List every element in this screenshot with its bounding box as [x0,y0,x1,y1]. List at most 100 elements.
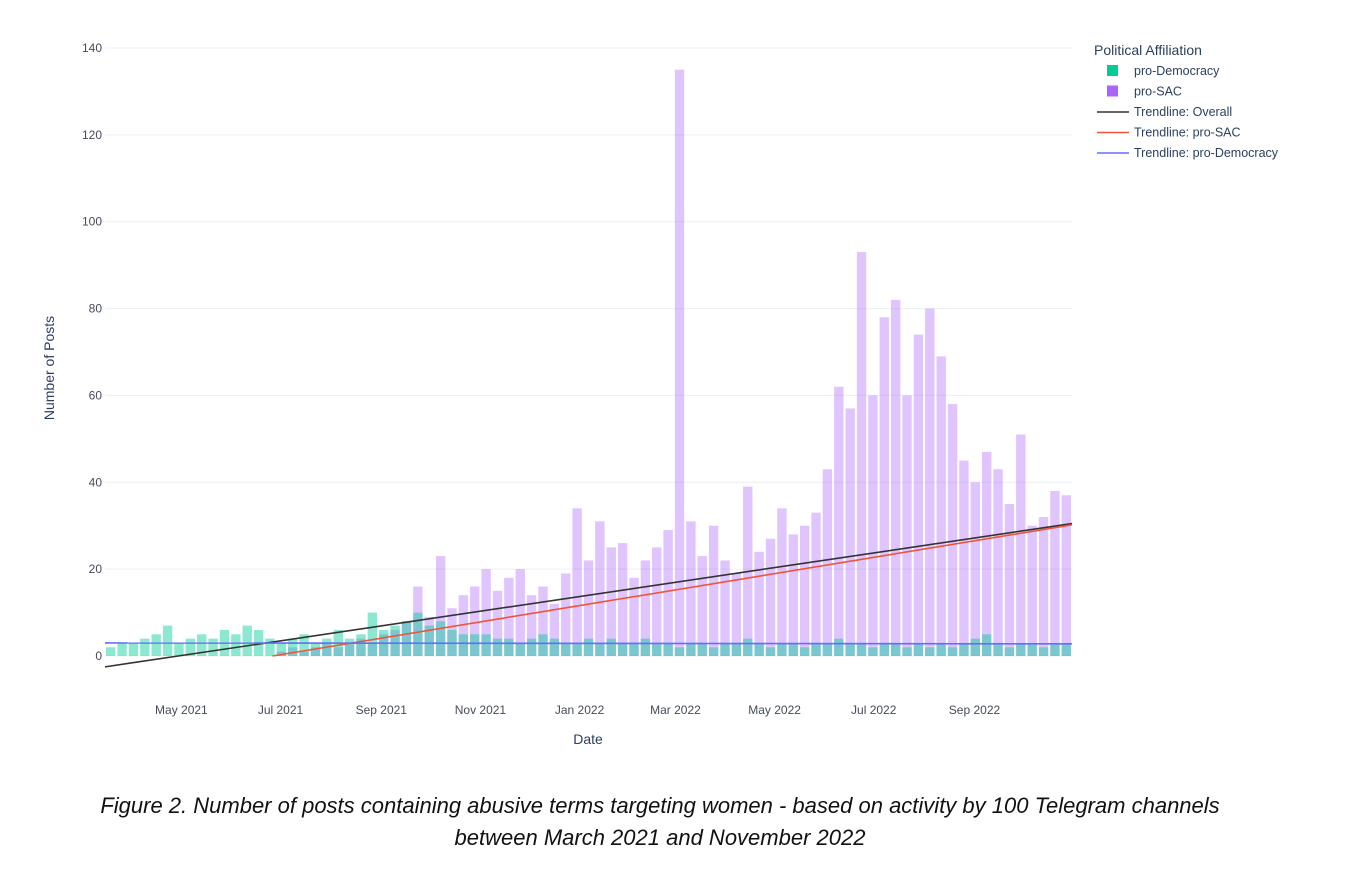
x-tick-label: Sep 2021 [356,703,408,717]
bar-pro-democracy [811,642,821,656]
bar-pro-democracy [1050,642,1060,656]
bar-pro-democracy [106,647,116,656]
bar-pro-sac [572,508,582,656]
bar-pro-sac [481,569,491,656]
y-tick-label: 0 [95,649,102,663]
bar-pro-democracy [344,638,355,656]
bar-pro-democracy [834,638,844,656]
bar-pro-democracy [231,634,241,656]
bar-pro-democracy [697,642,707,656]
bar-pro-sac [515,569,525,656]
legend-entry: Trendline: pro-Democracy [1134,146,1279,160]
bar-pro-sac [561,573,571,656]
y-tick-label: 20 [89,562,103,576]
bar-pro-sac [936,356,946,656]
legend-title: Political Affiliation [1094,42,1202,58]
bar-pro-democracy [390,625,400,656]
bar-pro-sac [890,299,901,656]
trendline-pro-democracy [104,642,1073,645]
bar-pro-democracy [401,621,412,656]
bar-pro-democracy [868,647,878,656]
bar-pro-sac [1038,517,1049,656]
bar-pro-sac [492,590,503,656]
bar-pro-sac [981,451,992,656]
bar-pro-sac [799,525,810,656]
legend-entry: pro-SAC [1134,85,1182,99]
legend-entry: Trendline: Overall [1134,105,1232,119]
bar-pro-democracy [470,634,480,656]
bar-pro-democracy [617,642,628,656]
bar-pro-sac [310,647,321,656]
bar-pro-sac [458,595,469,656]
bar-pro-democracy [140,638,150,656]
x-tick-label: Nov 2021 [455,703,507,717]
bar-pro-democracy [731,642,742,656]
bar-pro-democracy [242,625,252,656]
y-tick-label: 80 [89,302,103,316]
legend: Political Affiliation pro-Democracy pro-S… [1094,42,1279,160]
y-axis-ticks: 0 20 40 60 80 100 120 140 [82,41,102,663]
bar-pro-sac [708,525,719,656]
bar-pro-democracy [799,647,810,656]
bar-pro-democracy [197,634,207,656]
bar-pro-democracy [629,642,639,656]
x-tick-label: May 2022 [748,703,801,717]
bar-pro-democracy [572,642,582,656]
bar-pro-sac [811,512,821,656]
bar-pro-democracy [151,634,161,656]
bar-pro-sac [1016,434,1026,656]
x-tick-label: Mar 2022 [650,703,701,717]
bar-pro-sac [424,616,434,656]
bar-pro-sac [322,642,332,656]
caption-line-2: between March 2021 and November 2022 [454,825,866,850]
bar-pro-democracy [777,642,787,656]
bar-pro-democracy [947,647,958,656]
bar-pro-democracy [299,634,309,656]
bar-pro-sac [765,538,776,656]
bar-pro-sac [617,543,628,656]
bar-pro-sac [379,634,389,656]
bar-pro-democracy [504,638,514,656]
bar-pro-sac [959,460,969,656]
bar-pro-democracy [561,642,571,656]
y-tick-label: 100 [82,215,102,229]
bar-pro-democracy [913,642,924,656]
bar-pro-democracy [288,638,298,656]
bar-pro-democracy [1061,642,1071,656]
bar-pro-democracy [128,642,139,656]
bar-pro-democracy [720,642,730,656]
bar-pro-sac [845,408,855,656]
bar-pro-democracy [686,642,696,656]
bar-pro-democracy [549,638,560,656]
bar-pro-sac [435,556,446,656]
bar-pro-democracy [265,638,275,656]
bar-pro-democracy [117,642,127,656]
bar-pro-democracy [959,642,969,656]
bar-pro-democracy [663,642,673,656]
bar-pro-democracy [708,647,719,656]
bar-pro-democracy [822,642,833,656]
bar-pro-sac [344,642,355,656]
bar-pro-sac [754,551,764,656]
bar-pro-democracy [1016,642,1026,656]
x-tick-label: Sep 2022 [949,703,1001,717]
bar-pro-democracy [276,642,287,656]
bar-pro-sac [1061,495,1071,656]
bar-pro-sac [925,308,935,656]
bar-pro-sac [970,482,980,656]
caption-line-1: Figure 2. Number of posts containing abu… [100,793,1220,818]
y-axis-title: Number of Posts [41,316,57,420]
bar-pro-sac [856,252,867,656]
bar-pro-democracy [845,642,855,656]
bar-pro-sac [299,651,309,656]
bar-pro-sac [333,647,343,656]
bar-pro-sac [913,334,924,656]
bar-pro-sac [583,560,594,656]
y-tick-label: 120 [82,128,102,142]
bar-pro-democracy [492,638,503,656]
bar-pro-sac [868,395,878,656]
trendline-pro-sac [272,524,1073,657]
bar-pro-sac [1004,504,1015,656]
bar-pro-democracy [185,638,196,656]
x-tick-label: May 2021 [155,703,208,717]
